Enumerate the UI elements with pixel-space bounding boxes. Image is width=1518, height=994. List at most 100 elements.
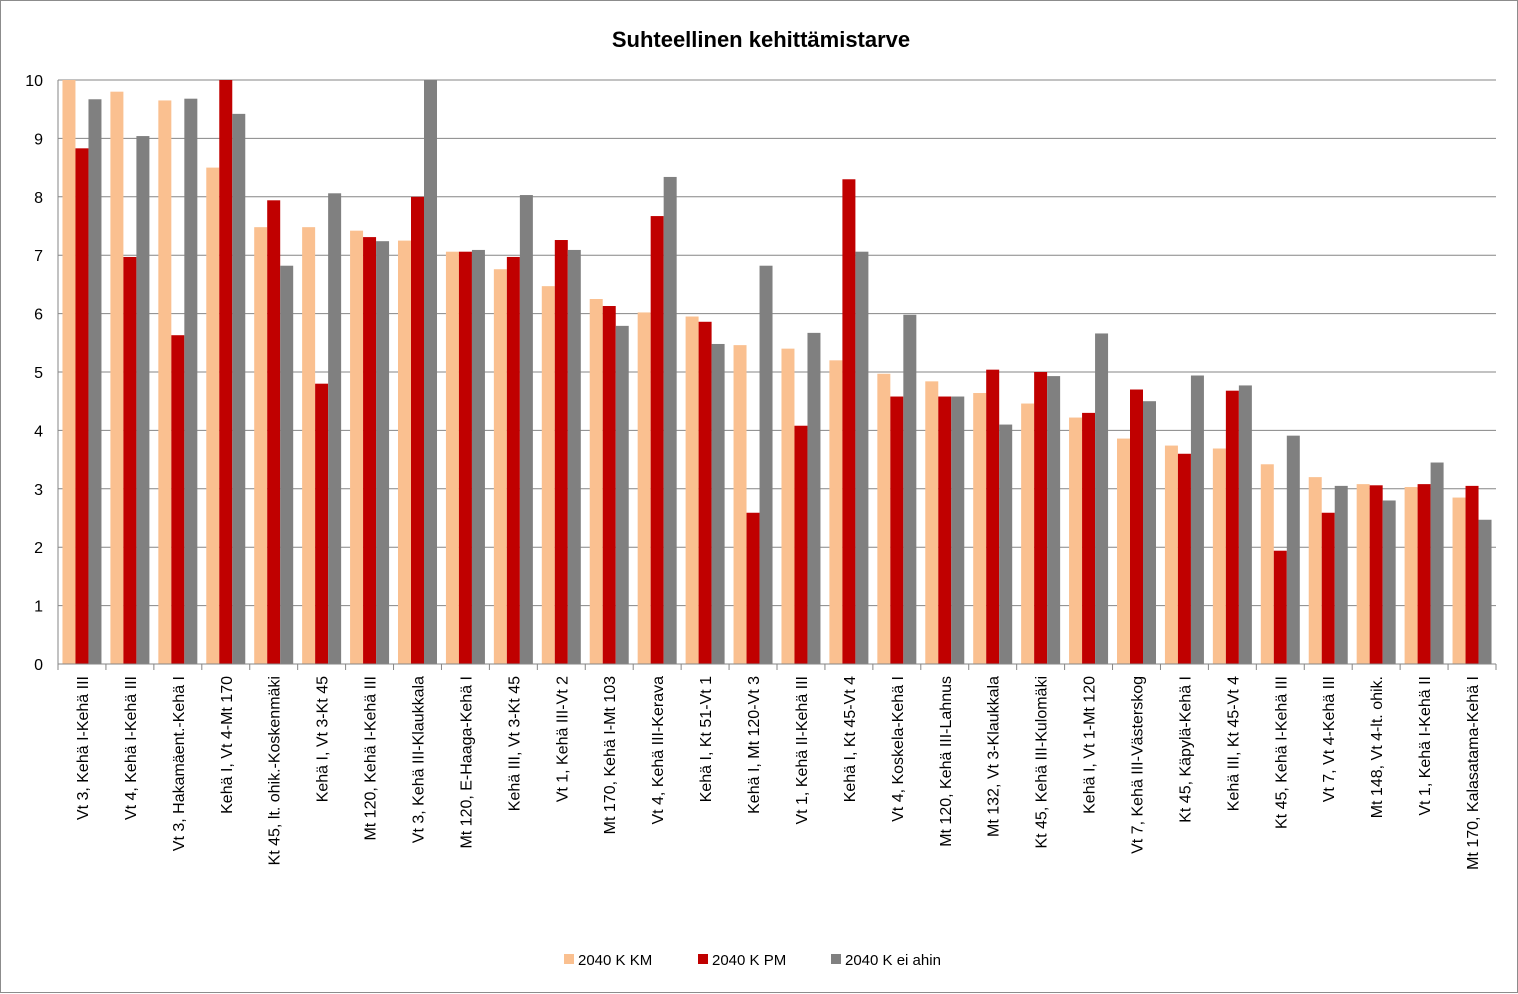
x-category-label: Vt 4, Kehä III-Kerava	[650, 676, 667, 825]
bar	[1404, 487, 1418, 664]
bar	[711, 343, 725, 664]
x-category-label: Mt 170, Kalasatama-Kehä I	[1465, 676, 1482, 870]
y-axis-ticks: 0 1 2 3 4 5 6 7 8 9 10	[25, 73, 43, 674]
bar	[1452, 497, 1466, 664]
bar	[1130, 389, 1143, 664]
bar	[759, 265, 773, 664]
x-category-label: Kehä I, Mt 120-Vt 3	[746, 676, 763, 814]
bar	[62, 80, 76, 664]
bar	[1382, 500, 1396, 664]
x-category-label: Kehä I, Kt 51-Vt 1	[698, 676, 715, 802]
x-category-label: Mt 132, Vt 3-Klaukkala	[986, 676, 1003, 837]
axes	[57, 80, 1497, 670]
bar	[567, 249, 581, 664]
bar	[1190, 375, 1204, 664]
chart-title: Suhteellinen kehittämistarve	[612, 27, 910, 52]
bar	[650, 216, 664, 664]
bar	[807, 332, 821, 664]
y-tick-label: 5	[34, 365, 43, 382]
bar	[1430, 462, 1444, 664]
bar	[951, 396, 965, 664]
bar	[350, 230, 364, 664]
gridlines	[58, 79, 1496, 607]
bar	[781, 348, 795, 664]
bar	[1465, 485, 1479, 664]
bar	[458, 251, 472, 665]
bar	[110, 91, 124, 665]
bar	[88, 99, 102, 665]
bar	[158, 100, 172, 664]
bar	[1212, 448, 1226, 664]
bar	[1369, 485, 1383, 664]
x-category-label: Vt 3, Kehä III-Klaukkala	[411, 676, 428, 843]
x-category-label: Vt 4, Kehä I-Kehä III	[123, 676, 140, 820]
bar	[1143, 401, 1156, 664]
bar	[615, 325, 629, 664]
bar	[698, 321, 712, 664]
bar	[999, 424, 1013, 664]
x-axis-category-labels: Vt 3, Kehä I-Kehä III Vt 4, Kehä I-Kehä I…	[75, 676, 1482, 870]
bar	[1047, 376, 1061, 664]
x-category-label: Vt 1, Kehä II-Kehä III	[794, 676, 811, 825]
bar	[493, 269, 507, 664]
x-category-label: Vt 3, Hakamäent.-Kehä I	[171, 676, 188, 851]
bar	[903, 314, 917, 664]
bar	[1238, 385, 1252, 664]
bar	[554, 240, 568, 665]
x-category-label: Kehä I, Vt 1-Mt 120	[1082, 676, 1099, 814]
bar	[1034, 372, 1048, 664]
legend-swatch	[564, 954, 574, 964]
bar	[471, 249, 485, 664]
bar	[1273, 550, 1287, 664]
x-category-label: Kehä III, Vt 3-Kt 45	[506, 676, 523, 811]
bar	[184, 98, 198, 665]
bar	[328, 193, 342, 664]
x-category-label: Vt 4, Koskela-Kehä I	[890, 676, 907, 822]
bar	[877, 373, 891, 664]
bar	[1095, 333, 1109, 664]
bar	[746, 512, 760, 664]
bar	[123, 256, 137, 664]
x-category-label: Vt 1, Kehä I-Kehä II	[1417, 676, 1434, 816]
bar	[1478, 519, 1492, 664]
x-category-label: Vt 7, Vt 4-Kehä III	[1321, 676, 1338, 802]
bar	[280, 265, 294, 664]
bar	[411, 196, 424, 665]
bar	[1334, 485, 1348, 664]
bar	[1286, 435, 1300, 664]
x-category-label: Kt 45, Käpylä-Kehä I	[1177, 676, 1194, 823]
bar	[1417, 484, 1431, 664]
bar	[171, 335, 185, 664]
bar	[206, 167, 220, 664]
bar	[589, 299, 603, 664]
x-category-label: Kt 45, lt. ohik.-Koskenmäki	[267, 676, 284, 865]
x-category-label: Mt 148, Vt 4-lt. ohik.	[1369, 676, 1386, 818]
bar	[925, 381, 939, 664]
bar	[973, 393, 987, 664]
y-tick-label: 3	[34, 482, 43, 499]
bar	[829, 360, 843, 664]
bar	[506, 256, 520, 664]
x-category-label: Mt 120, Kehä I-Kehä III	[363, 676, 380, 841]
x-category-label: Kehä I, Vt 3-Kt 45	[315, 676, 332, 802]
x-category-label: Kt 45, Kehä III-Kulomäki	[1034, 676, 1051, 849]
x-category-label: Kehä I, Kt 45-Vt 4	[842, 676, 859, 802]
legend-label: 2040 K PM	[712, 952, 786, 969]
x-category-label: Vt 1, Kehä III-Vt 2	[554, 676, 571, 802]
bar	[890, 396, 904, 664]
y-tick-label: 9	[34, 131, 43, 148]
bar	[136, 136, 150, 665]
bar	[1164, 445, 1178, 664]
bar	[232, 113, 246, 664]
x-category-label: Mt 120, E-Haaga-Kehä I	[458, 676, 475, 849]
bar	[219, 80, 233, 664]
bar	[855, 251, 869, 665]
legend-swatch	[698, 954, 708, 964]
bar	[398, 240, 411, 664]
bar	[602, 306, 616, 664]
bar	[254, 227, 268, 664]
bar	[424, 80, 437, 664]
x-category-label: Mt 170, Kehä I-Mt 103	[602, 676, 619, 834]
